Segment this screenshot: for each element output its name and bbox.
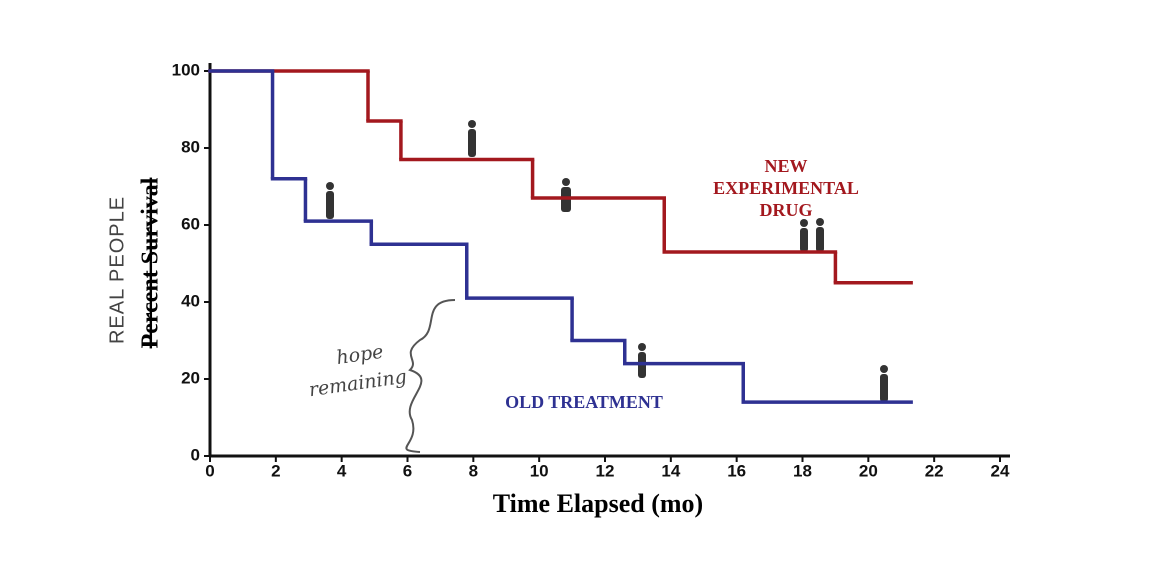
x-tick-label: 4 xyxy=(337,461,347,480)
x-tick-label: 22 xyxy=(925,461,944,480)
x-tick-label: 24 xyxy=(991,461,1010,480)
annotation: remaining xyxy=(308,366,409,401)
x-tick-label: 16 xyxy=(727,461,746,480)
x-tick-label: 20 xyxy=(859,461,878,480)
series-label: EXPERIMENTAL xyxy=(713,178,859,198)
y-tick-label: 0 xyxy=(191,445,200,464)
x-tick-label: 8 xyxy=(469,461,478,480)
x-tick-label: 12 xyxy=(596,461,615,480)
x-tick-label: 2 xyxy=(271,461,280,480)
x-axis-label: Time Elapsed (mo) xyxy=(493,489,703,518)
brace xyxy=(405,299,456,453)
y-axis-note: REAL PEOPLE xyxy=(106,196,128,344)
series-label: OLD TREATMENT xyxy=(505,392,663,412)
silhouettes xyxy=(326,120,888,402)
x-tick-label: 18 xyxy=(793,461,812,480)
y-tick-label: 60 xyxy=(181,214,200,233)
x-tick-label: 10 xyxy=(530,461,549,480)
annotation: hope xyxy=(335,341,385,369)
y-axis-label: Percent Survival xyxy=(138,177,164,348)
y-tick-label: 80 xyxy=(181,137,200,156)
x-tick-label: 6 xyxy=(403,461,412,480)
y-note-group: REAL PEOPLE xyxy=(106,196,128,344)
y-tick-label: 40 xyxy=(181,291,200,310)
y-axis-label-group: Percent Survival xyxy=(138,177,164,348)
y-tick-label: 100 xyxy=(172,60,200,79)
x-tick-label: 14 xyxy=(661,461,680,480)
y-tick-label: 20 xyxy=(181,368,200,387)
series-label: DRUG xyxy=(760,200,813,220)
series-label: NEW xyxy=(764,156,807,176)
series xyxy=(208,69,913,285)
x-tick-label: 0 xyxy=(205,461,214,480)
series xyxy=(208,69,913,404)
